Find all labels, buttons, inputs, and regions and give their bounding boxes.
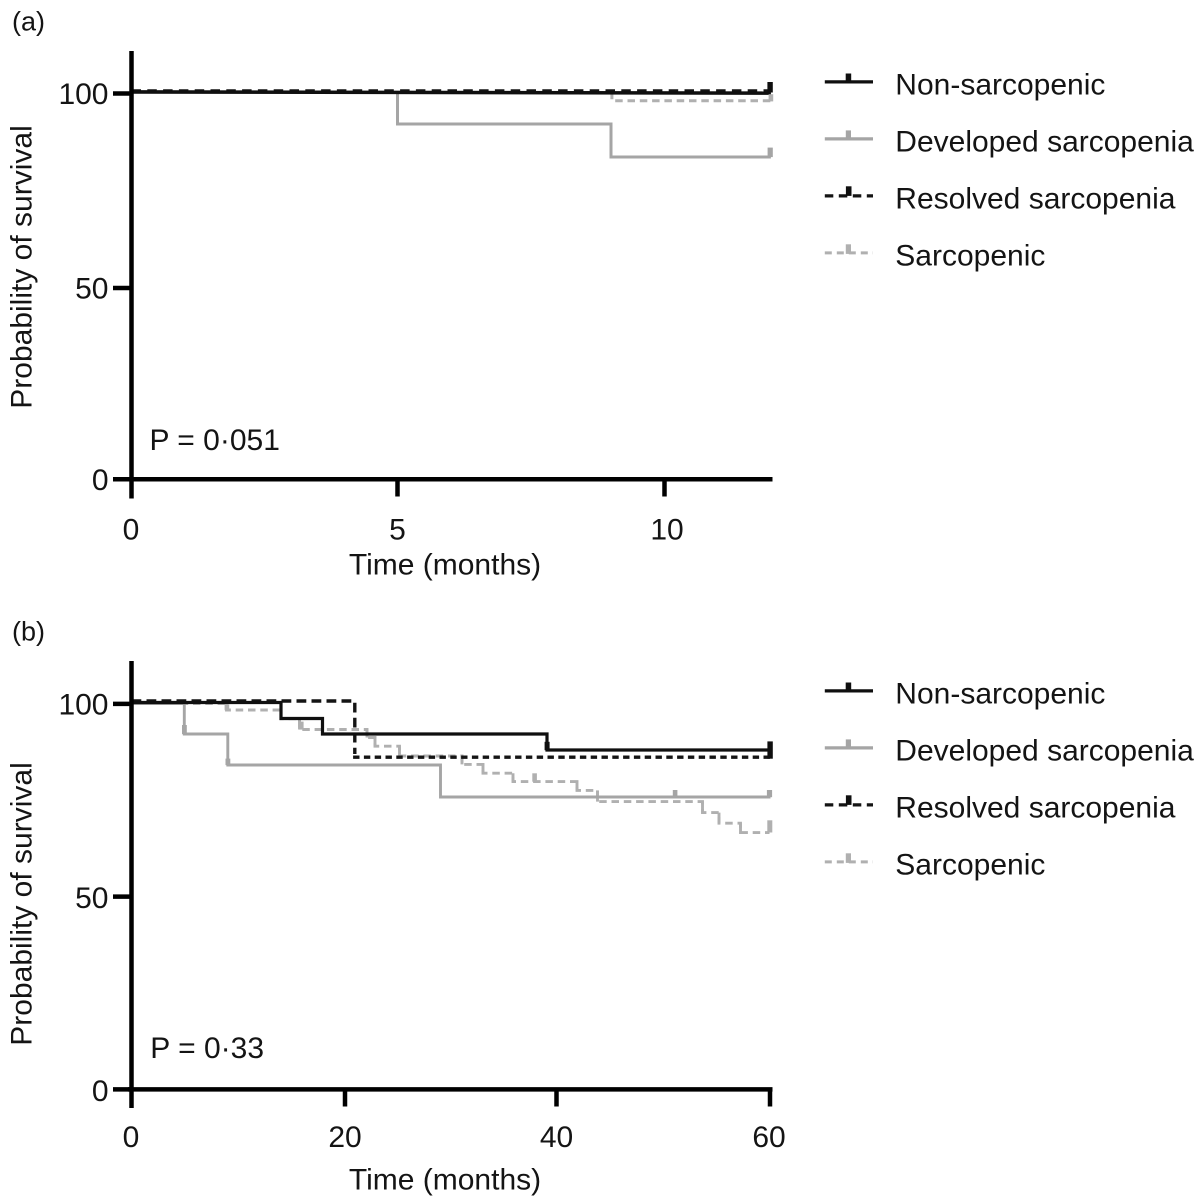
- svg-text:0: 0: [123, 514, 140, 547]
- svg-text:0: 0: [92, 1075, 109, 1108]
- svg-text:(a): (a): [12, 7, 45, 37]
- svg-text:Probability of survival: Probability of survival: [6, 125, 39, 408]
- svg-text:50: 50: [75, 273, 108, 306]
- svg-text:0: 0: [92, 464, 109, 497]
- svg-text:Non-sarcopenic: Non-sarcopenic: [895, 68, 1105, 101]
- svg-text:40: 40: [540, 1121, 573, 1154]
- svg-text:Developed sarcopenia: Developed sarcopenia: [895, 125, 1194, 158]
- svg-text:100: 100: [58, 78, 108, 111]
- svg-text:20: 20: [328, 1121, 361, 1154]
- svg-text:Developed sarcopenia: Developed sarcopenia: [895, 734, 1194, 767]
- svg-text:Resolved sarcopenia: Resolved sarcopenia: [895, 182, 1175, 215]
- svg-text:Probability of survival: Probability of survival: [6, 762, 39, 1045]
- svg-text:50: 50: [75, 882, 108, 915]
- svg-text:Non-sarcopenic: Non-sarcopenic: [895, 677, 1105, 710]
- svg-text:(b): (b): [12, 617, 45, 647]
- svg-text:10: 10: [650, 514, 683, 547]
- svg-text:Sarcopenic: Sarcopenic: [895, 848, 1045, 881]
- svg-text:100: 100: [58, 688, 108, 721]
- svg-text:0: 0: [123, 1121, 140, 1154]
- svg-text:Time (months): Time (months): [349, 549, 541, 582]
- svg-text:5: 5: [389, 514, 406, 547]
- svg-text:Resolved sarcopenia: Resolved sarcopenia: [895, 791, 1175, 824]
- svg-text:Sarcopenic: Sarcopenic: [895, 239, 1045, 272]
- svg-text:Time (months): Time (months): [349, 1164, 541, 1197]
- svg-text:P = 0·051: P = 0·051: [150, 424, 280, 457]
- svg-text:60: 60: [752, 1121, 785, 1154]
- svg-text:P = 0·33: P = 0·33: [150, 1032, 264, 1065]
